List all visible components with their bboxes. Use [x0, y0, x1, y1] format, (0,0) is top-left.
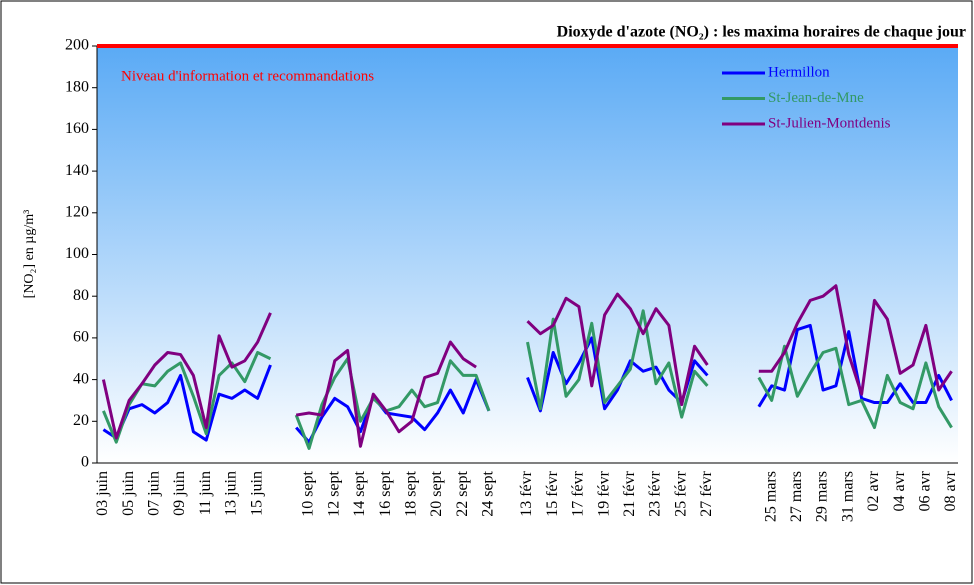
- chart-title: Dioxyde d'azote (NO₂) : les maxima horai…: [557, 24, 966, 41]
- y-tick-label: 80: [73, 287, 89, 304]
- x-tick-label: 24 sept: [480, 470, 497, 516]
- x-tick-label: 21 févr: [621, 470, 638, 516]
- series-line: [757, 323, 953, 408]
- series-line: [526, 309, 709, 419]
- x-tick-label: 31 mars: [839, 471, 856, 522]
- x-tick-label: 22 sept: [454, 470, 471, 516]
- x-tick-label: 19 févr: [595, 470, 612, 516]
- series-line: [101, 312, 272, 440]
- x-tick-label: 11 juin: [197, 471, 214, 515]
- x-tick-label: 13 juin: [223, 471, 240, 516]
- x-tick-label: 29 mars: [814, 471, 831, 522]
- y-tick-label: 20: [73, 412, 89, 429]
- series-line: [758, 284, 953, 396]
- y-tick-label: 120: [65, 203, 89, 220]
- x-tick-label: 04 avr: [891, 470, 908, 511]
- y-axis-label: [NO₂] en µg/m³: [22, 210, 37, 299]
- x-tick-label: 05 juin: [120, 471, 137, 516]
- x-tick-label: 25 mars: [762, 471, 779, 522]
- x-tick-label: 27 févr: [698, 470, 715, 516]
- series-line: [526, 292, 709, 407]
- plot-area: [97, 46, 958, 463]
- series-line: [295, 378, 491, 444]
- x-tick-label: 15 févr: [544, 470, 561, 516]
- threshold-label: Niveau d'information et recommandations: [121, 68, 374, 84]
- y-tick-label: 200: [65, 37, 89, 54]
- y-tick-label: 100: [65, 245, 89, 262]
- series-line: [295, 340, 477, 448]
- legend-label: St-Jean-de-Mne: [768, 90, 864, 106]
- y-tick-label: 0: [81, 454, 89, 471]
- y-tick-label: 180: [65, 78, 89, 95]
- x-tick-label: 27 mars: [788, 471, 805, 522]
- series-line: [102, 364, 272, 442]
- y-tick-label: 160: [65, 120, 89, 137]
- x-tick-label: 20 sept: [428, 470, 445, 516]
- x-tick-label: 13 févr: [518, 470, 535, 516]
- y-tick-label: 140: [65, 162, 89, 179]
- x-tick-label: 06 avr: [917, 470, 934, 511]
- x-tick-label: 08 avr: [942, 470, 959, 511]
- series-line: [102, 350, 272, 444]
- x-tick-label: 14 sept: [351, 470, 368, 516]
- x-tick-label: 17 févr: [570, 470, 587, 516]
- x-tick-label: 02 avr: [865, 470, 882, 511]
- x-tick-label: 07 juin: [146, 471, 163, 516]
- x-tick-label: 18 sept: [403, 470, 420, 516]
- x-tick-label: 16 sept: [377, 470, 394, 516]
- x-tick-label: 12 sept: [325, 470, 342, 516]
- x-tick-label: 23 févr: [647, 470, 664, 516]
- x-tick-label: 25 févr: [672, 470, 689, 516]
- y-tick-label: 40: [73, 370, 89, 387]
- series-line: [757, 344, 953, 430]
- x-tick-label: 09 juin: [171, 471, 188, 516]
- legend-label: St-Julien-Montdenis: [768, 115, 891, 131]
- legend-label: Hermillon: [768, 64, 830, 80]
- y-tick-label: 60: [73, 329, 89, 346]
- x-tick-label: 10 sept: [300, 470, 317, 516]
- x-tick-label: 03 juin: [94, 471, 111, 516]
- x-tick-label: 15 juin: [248, 471, 265, 516]
